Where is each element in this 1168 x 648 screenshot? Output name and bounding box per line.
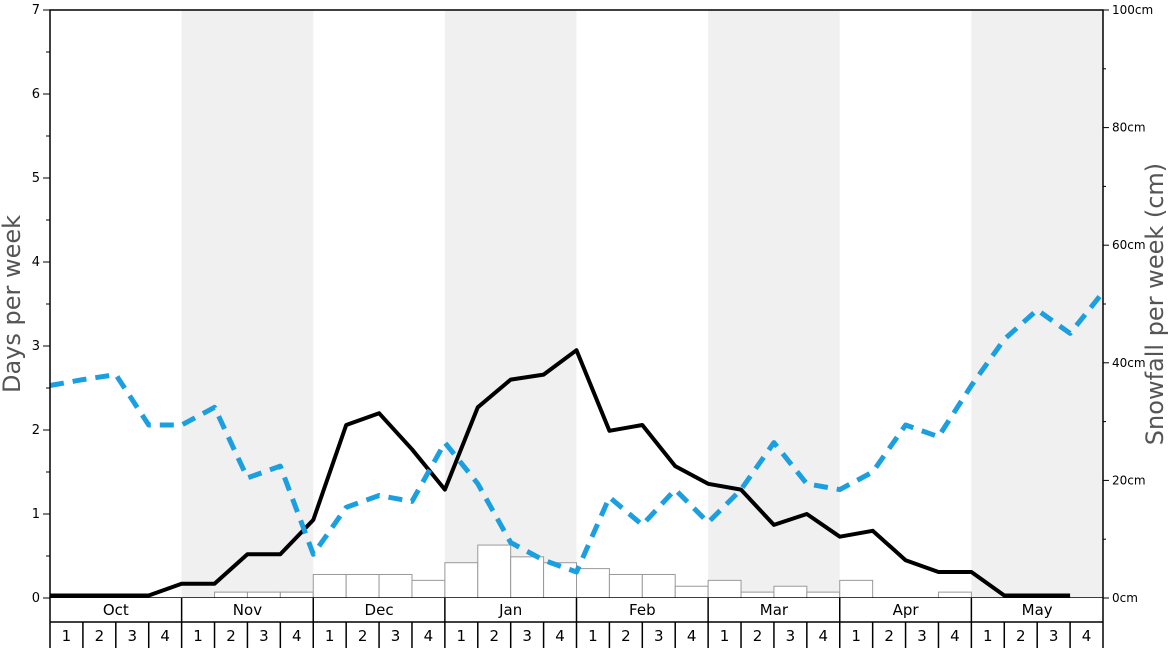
- week-label: 4: [555, 627, 565, 645]
- week-label: 1: [588, 627, 598, 645]
- dashed-series-line: [49, 290, 1105, 575]
- left-tick-label: 3: [32, 339, 40, 354]
- snowfall-bar: [378, 573, 413, 599]
- week-label: 3: [1049, 627, 1059, 645]
- week-label: 2: [226, 627, 236, 645]
- week-label: 2: [358, 627, 368, 645]
- month-label-may: May: [1022, 601, 1053, 619]
- left-tick-label: 2: [32, 423, 40, 438]
- shade-may: [971, 10, 1103, 598]
- left-axis: 0 1 2 3 4 5 6 7: [32, 3, 50, 606]
- right-tick-label: 40cm: [1112, 356, 1146, 370]
- week-label: 1: [62, 627, 72, 645]
- snowfall-bar: [740, 591, 775, 599]
- snowfall-bar: [773, 585, 808, 599]
- snowfall-bar: [937, 591, 972, 599]
- week-label: 2: [621, 627, 631, 645]
- week-label: 2: [884, 627, 894, 645]
- right-tick-label: 80cm: [1112, 121, 1146, 135]
- shade-mar: [708, 10, 840, 598]
- week-label: 2: [1016, 627, 1026, 645]
- week-label: 4: [950, 627, 960, 645]
- week-label: 1: [851, 627, 861, 645]
- snowfall-bar: [707, 579, 742, 599]
- snowfall-bar: [839, 579, 874, 599]
- right-tick-label: 20cm: [1112, 473, 1146, 487]
- right-tick-label: 100cm: [1112, 3, 1153, 17]
- snowfall-bar: [214, 591, 248, 599]
- week-label: 2: [489, 627, 499, 645]
- week-label: 3: [259, 627, 269, 645]
- week-label: 3: [654, 627, 664, 645]
- snowfall-bar: [246, 591, 281, 599]
- week-label: 1: [193, 627, 203, 645]
- month-label-jan: Jan: [498, 601, 522, 619]
- left-tick-label: 4: [32, 255, 40, 270]
- right-axis: 0cm 20cm 40cm 60cm 80cm 100cm: [1103, 3, 1153, 605]
- snowfall-bars: [214, 544, 972, 599]
- snowfall-bar: [279, 591, 314, 599]
- week-label: 3: [127, 627, 137, 645]
- week-label: 4: [1082, 627, 1092, 645]
- snowfall-bar: [477, 544, 512, 599]
- x-axis-table: Oct 1 2 3 4 Nov 1 2 3 4 Dec 1 2 3 4 Jan 1 2 3 4 Feb 1 2 3 4 Mar 1 2…: [49, 598, 1104, 648]
- week-label: 4: [292, 627, 302, 645]
- snowfall-bar: [411, 579, 446, 599]
- month-label-oct: Oct: [103, 601, 129, 619]
- month-label-feb: Feb: [629, 601, 656, 619]
- series-lines: [49, 290, 1105, 598]
- snowfall-bar: [576, 568, 610, 599]
- left-tick-label: 6: [32, 87, 40, 102]
- week-label: 1: [983, 627, 993, 645]
- week-label: 4: [819, 627, 829, 645]
- week-label: 2: [95, 627, 105, 645]
- snowfall-bar: [608, 573, 643, 599]
- month-label-nov: Nov: [233, 601, 262, 619]
- week-label: 1: [457, 627, 467, 645]
- left-tick-label: 1: [32, 507, 40, 522]
- snowfall-bar: [674, 585, 709, 599]
- week-label: 3: [786, 627, 796, 645]
- month-shading: [181, 10, 1103, 598]
- shade-nov: [181, 10, 314, 598]
- left-tick-label: 5: [32, 171, 40, 186]
- week-label: 4: [160, 627, 170, 645]
- month-label-mar: Mar: [760, 601, 789, 619]
- month-label-dec: Dec: [365, 601, 394, 619]
- week-label: 1: [720, 627, 730, 645]
- week-label: 3: [522, 627, 532, 645]
- snowfall-bar: [806, 591, 841, 599]
- right-tick-label: 0cm: [1112, 591, 1138, 605]
- week-label: 2: [753, 627, 763, 645]
- week-label: 1: [325, 627, 335, 645]
- week-label: 4: [687, 627, 697, 645]
- week-label: 3: [391, 627, 401, 645]
- right-axis-title: Snowfall per week (cm): [1141, 163, 1168, 445]
- week-label: 4: [424, 627, 434, 645]
- solid-series-line: [50, 348, 1071, 598]
- left-tick-label: 7: [32, 3, 40, 18]
- snowfall-bar: [312, 573, 347, 599]
- right-tick-label: 60cm: [1112, 238, 1146, 252]
- left-axis-title: Days per week: [0, 215, 26, 393]
- snowfall-bar: [641, 573, 676, 599]
- snowfall-bar: [444, 562, 479, 599]
- shade-jan: [444, 10, 577, 598]
- snowfall-bar: [510, 556, 545, 599]
- month-label-apr: Apr: [893, 601, 920, 619]
- week-label: 3: [917, 627, 927, 645]
- left-tick-label: 0: [32, 591, 40, 606]
- snowfall-bar: [345, 573, 380, 599]
